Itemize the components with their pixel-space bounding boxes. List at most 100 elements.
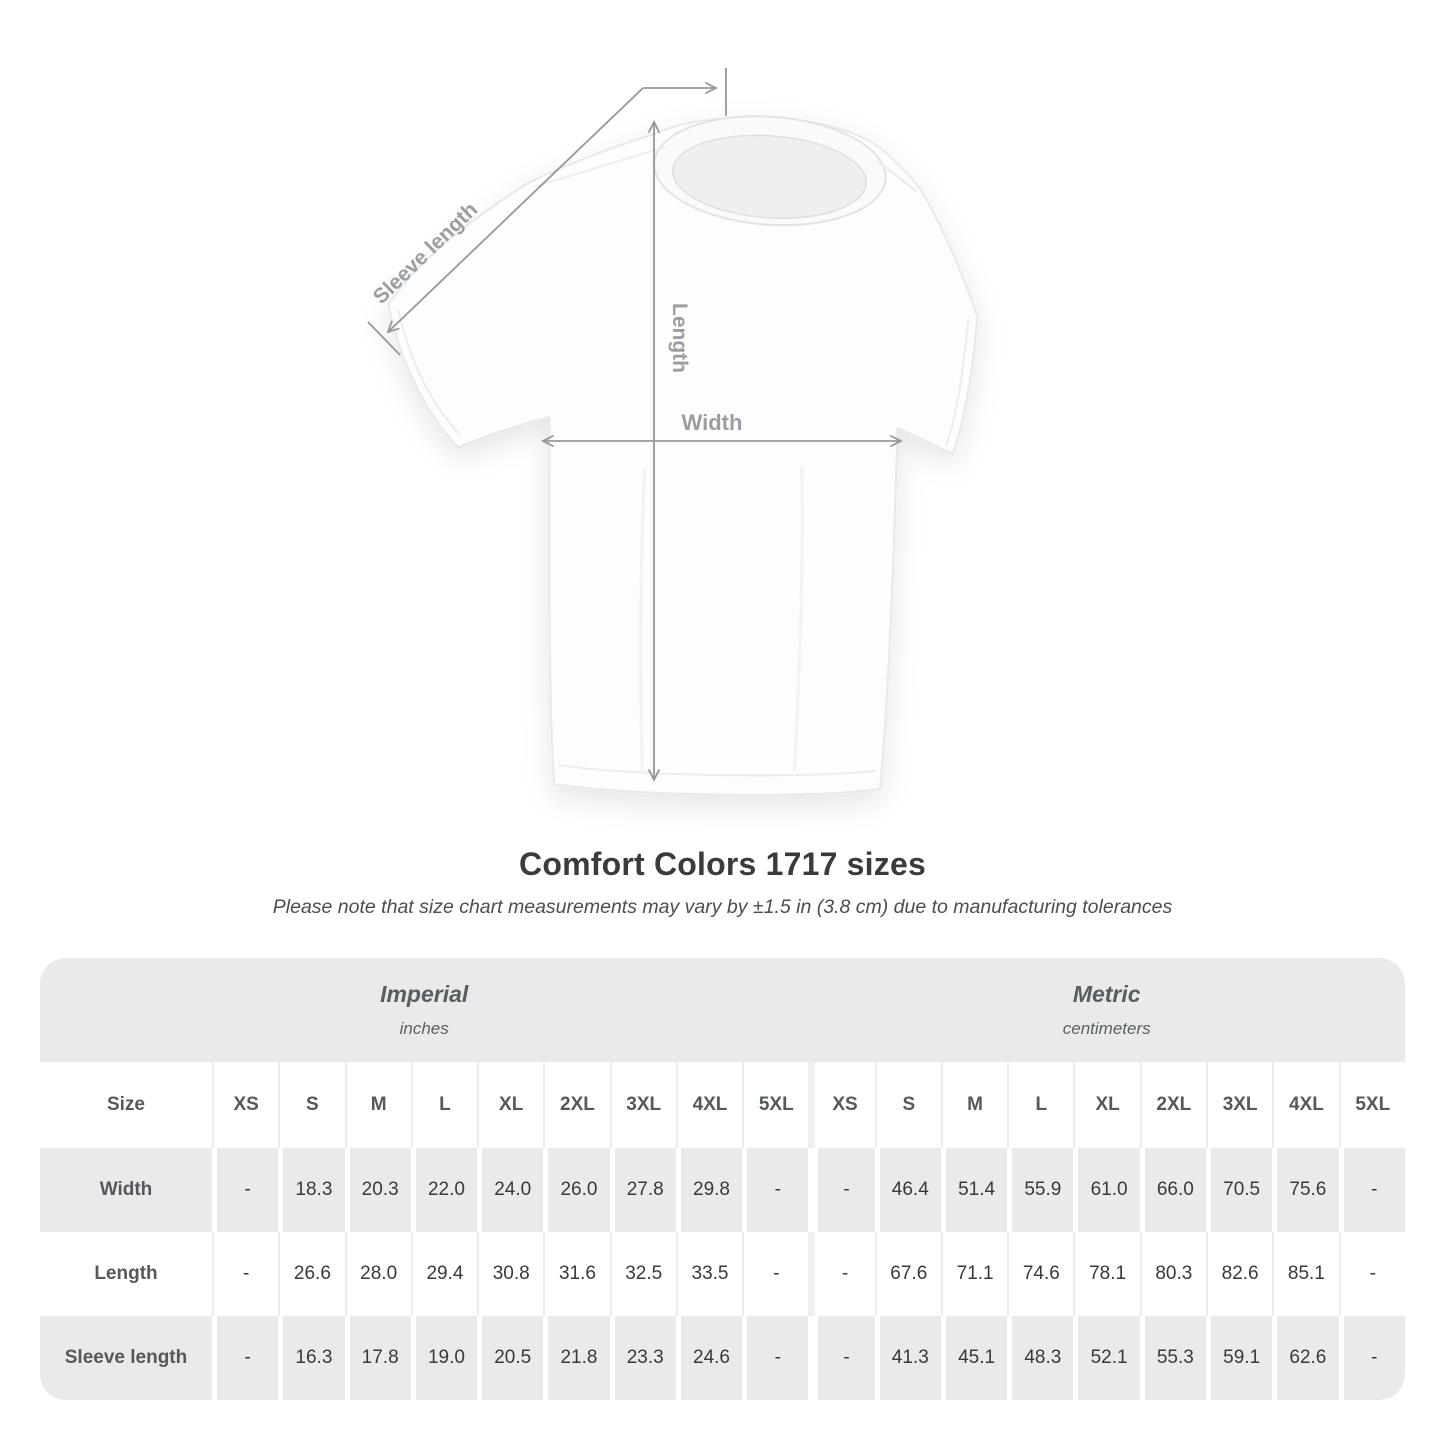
seam-lines bbox=[397, 146, 970, 777]
cell-length-imperial-xl: 30.8 bbox=[477, 1232, 544, 1316]
cell-length-imperial-xs: - bbox=[212, 1232, 279, 1316]
cell-sleeve-length-metric-xs: - bbox=[808, 1316, 875, 1400]
size-header-row: Size XS S M L XL 2XL 3XL 4XL 5XL XS S M L XL 2XL 3XL 4XL… bbox=[40, 1062, 1405, 1148]
cell-sleeve-length-imperial-4xl: 24.6 bbox=[675, 1316, 743, 1400]
cell-sleeve-length-metric-2xl: 55.3 bbox=[1139, 1316, 1206, 1400]
cell-length-metric-xs: - bbox=[808, 1232, 875, 1316]
collar bbox=[653, 115, 887, 227]
cell-width-metric-l: 55.9 bbox=[1007, 1148, 1074, 1232]
heading-block: Comfort Colors 1717 sizes Please note th… bbox=[0, 846, 1445, 919]
cell-sleeve-length-imperial-l: 19.0 bbox=[410, 1316, 478, 1400]
size-header-metric-m: M bbox=[940, 1062, 1008, 1148]
cell-length-imperial-l: 29.4 bbox=[410, 1232, 478, 1316]
size-header-imperial-5xl: 5XL bbox=[742, 1062, 809, 1148]
metric-group-unit: centimeters bbox=[1062, 1019, 1151, 1038]
cell-width-metric-m: 51.4 bbox=[940, 1148, 1008, 1232]
cell-length-metric-s: 67.6 bbox=[874, 1232, 941, 1316]
cell-length-metric-2xl: 80.3 bbox=[1139, 1232, 1206, 1316]
cell-sleeve-length-metric-5xl: - bbox=[1338, 1316, 1405, 1400]
tshirt-illustration bbox=[387, 115, 979, 797]
size-header-metric-l: L bbox=[1007, 1062, 1074, 1148]
cell-width-imperial-5xl: - bbox=[742, 1148, 809, 1232]
cell-length-metric-l: 74.6 bbox=[1007, 1232, 1074, 1316]
cell-length-metric-3xl: 82.6 bbox=[1205, 1232, 1273, 1316]
cell-width-metric-2xl: 66.0 bbox=[1139, 1148, 1206, 1232]
cell-sleeve-length-imperial-5xl: - bbox=[742, 1316, 809, 1400]
cell-length-imperial-3xl: 32.5 bbox=[609, 1232, 676, 1316]
width-label: Width bbox=[682, 410, 743, 435]
cell-sleeve-length-imperial-xl: 20.5 bbox=[477, 1316, 544, 1400]
cell-width-imperial-3xl: 27.8 bbox=[609, 1148, 676, 1232]
cell-sleeve-length-metric-xl: 52.1 bbox=[1073, 1316, 1140, 1400]
cell-length-metric-xl: 78.1 bbox=[1073, 1232, 1140, 1316]
size-header-metric-2xl: 2XL bbox=[1139, 1062, 1206, 1148]
size-header-imperial-xs: XS bbox=[212, 1062, 279, 1148]
tshirt-body bbox=[387, 116, 979, 797]
measurement-lines bbox=[367, 68, 904, 783]
tolerance-note: Please note that size chart measurements… bbox=[272, 896, 1173, 918]
cell-width-imperial-4xl: 29.8 bbox=[675, 1148, 743, 1232]
cell-length-imperial-5xl: - bbox=[742, 1232, 809, 1316]
size-header-imperial-l: L bbox=[410, 1062, 478, 1148]
cell-width-imperial-xl: 24.0 bbox=[477, 1148, 544, 1232]
sleeve-line-diagonal bbox=[386, 87, 644, 334]
cell-sleeve-length-metric-m: 45.1 bbox=[940, 1316, 1008, 1400]
cell-width-metric-xl: 61.0 bbox=[1073, 1148, 1140, 1232]
size-header-metric-xl: XL bbox=[1073, 1062, 1140, 1148]
sleeve-end-tick bbox=[367, 321, 401, 356]
cell-length-imperial-2xl: 31.6 bbox=[543, 1232, 610, 1316]
size-chart-card: Imperial inches Metric centimeters Size … bbox=[40, 958, 1405, 1400]
size-header-imperial-2xl: 2XL bbox=[543, 1062, 610, 1148]
cell-width-imperial-l: 22.0 bbox=[410, 1148, 478, 1232]
size-header-metric-3xl: 3XL bbox=[1205, 1062, 1273, 1148]
cell-sleeve-length-imperial-xs: - bbox=[212, 1316, 279, 1400]
size-header-imperial-4xl: 4XL bbox=[675, 1062, 743, 1148]
cell-length-imperial-m: 28.0 bbox=[344, 1232, 411, 1316]
measure-row-width: Width -18.3 20.3 22.0 24.0 26.0 27.8 29.8- -46.4… bbox=[40, 1148, 1405, 1232]
size-header-imperial-m: M bbox=[344, 1062, 411, 1148]
size-header-metric-xs: XS bbox=[808, 1062, 875, 1148]
imperial-group-name: Imperial bbox=[380, 981, 469, 1007]
cell-length-imperial-4xl: 33.5 bbox=[675, 1232, 743, 1316]
fabric-creases bbox=[639, 466, 804, 774]
size-header-metric-s: S bbox=[874, 1062, 941, 1148]
cell-sleeve-length-metric-s: 41.3 bbox=[874, 1316, 941, 1400]
size-header-metric-4xl: 4XL bbox=[1272, 1062, 1339, 1148]
size-header-imperial-3xl: 3XL bbox=[609, 1062, 676, 1148]
metric-group-header: Metric centimeters bbox=[808, 958, 1405, 1062]
cell-sleeve-length-metric-3xl: 59.1 bbox=[1205, 1316, 1273, 1400]
cell-sleeve-length-metric-l: 48.3 bbox=[1007, 1316, 1074, 1400]
cell-sleeve-length-imperial-2xl: 21.8 bbox=[543, 1316, 610, 1400]
imperial-group-unit: inches bbox=[399, 1019, 449, 1038]
size-header-imperial-s: S bbox=[278, 1062, 345, 1148]
cell-sleeve-length-imperial-s: 16.3 bbox=[278, 1316, 345, 1400]
metric-group-name: Metric bbox=[1072, 981, 1141, 1007]
size-header-metric-5xl: 5XL bbox=[1338, 1062, 1405, 1148]
cell-width-metric-s: 46.4 bbox=[874, 1148, 941, 1232]
size-header-imperial-xl: XL bbox=[477, 1062, 544, 1148]
row-label: Length bbox=[40, 1232, 212, 1316]
cell-length-metric-5xl: - bbox=[1338, 1232, 1405, 1316]
cell-width-metric-5xl: - bbox=[1338, 1148, 1405, 1232]
length-label: Length bbox=[668, 303, 691, 373]
row-label: Sleeve length bbox=[40, 1316, 212, 1400]
cell-width-imperial-xs: - bbox=[212, 1148, 279, 1232]
size-column-title: Size bbox=[40, 1062, 212, 1148]
cell-width-metric-xs: - bbox=[808, 1148, 875, 1232]
cell-width-imperial-2xl: 26.0 bbox=[543, 1148, 610, 1232]
measure-row-length: Length -26.6 28.0 29.4 30.8 31.6 32.5 33.5- -67.… bbox=[40, 1232, 1405, 1316]
cell-sleeve-length-metric-4xl: 62.6 bbox=[1272, 1316, 1339, 1400]
row-label: Width bbox=[40, 1148, 212, 1232]
size-chart-table: Imperial inches Metric centimeters Size … bbox=[40, 958, 1405, 1400]
cell-width-imperial-s: 18.3 bbox=[278, 1148, 345, 1232]
cell-width-metric-4xl: 75.6 bbox=[1272, 1148, 1339, 1232]
cell-width-metric-3xl: 70.5 bbox=[1205, 1148, 1273, 1232]
unit-group-row: Imperial inches Metric centimeters bbox=[40, 958, 1405, 1062]
cell-length-imperial-s: 26.6 bbox=[278, 1232, 345, 1316]
page-title: Comfort Colors 1717 sizes bbox=[519, 846, 926, 882]
cell-width-imperial-m: 20.3 bbox=[344, 1148, 411, 1232]
cell-sleeve-length-imperial-m: 17.8 bbox=[344, 1316, 411, 1400]
cell-length-metric-4xl: 85.1 bbox=[1272, 1232, 1339, 1316]
tshirt-measurement-diagram: Sleeve length Length Width bbox=[367, 68, 979, 797]
